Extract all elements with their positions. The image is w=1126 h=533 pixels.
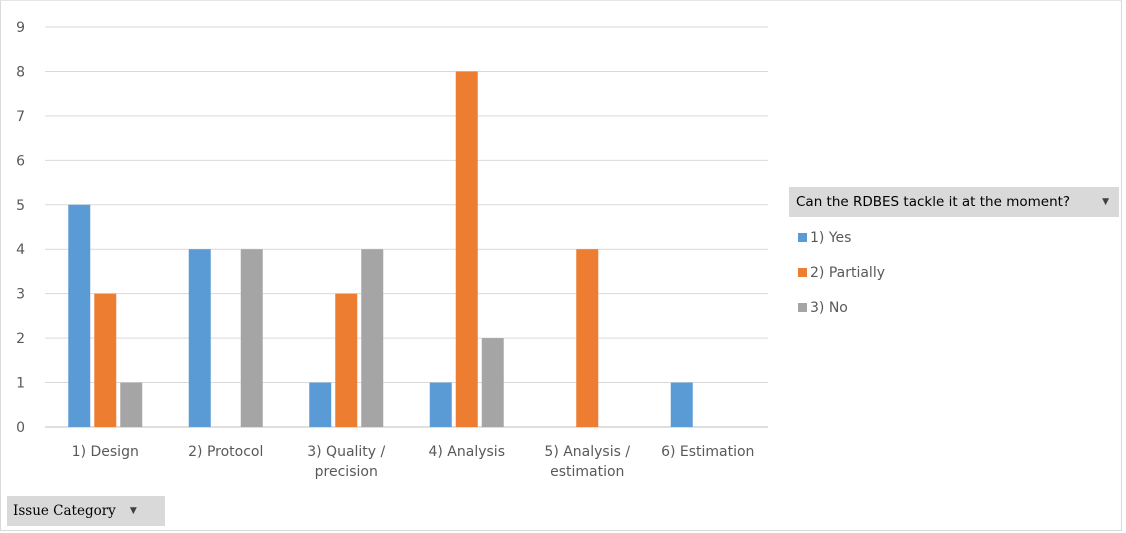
bar-2-4 <box>455 71 478 427</box>
chart-legend: 1) Yes 2) Partially 3) No <box>798 220 885 325</box>
y-tick-label: 6 <box>16 153 25 169</box>
bar-3-1 <box>120 382 143 427</box>
bar-1-6 <box>670 382 693 427</box>
x-tick-label: 6) Estimation <box>661 444 754 460</box>
bar-2-1 <box>94 293 117 427</box>
axis-field-button[interactable]: Issue Category ▼ <box>7 496 165 526</box>
y-tick-label: 3 <box>16 287 25 303</box>
axis-field-label: Issue Category <box>13 503 116 519</box>
bar-1-3 <box>309 382 332 427</box>
x-tick-label: 1) Design <box>72 444 139 460</box>
x-tick-label: 4) Analysis <box>428 444 505 460</box>
legend-field-button[interactable]: Can the RDBES tackle it at the moment? ▼ <box>789 187 1119 217</box>
x-tick-label: 5) Analysis / <box>544 444 630 460</box>
legend-swatch <box>798 233 807 242</box>
bar-1-2 <box>188 249 211 427</box>
y-tick-label: 1 <box>16 376 25 392</box>
y-tick-label: 5 <box>16 198 25 214</box>
legend-swatch <box>798 268 807 277</box>
x-tick-label: 2) Protocol <box>188 444 263 460</box>
y-tick-label: 4 <box>16 242 25 258</box>
bar-1-4 <box>429 382 452 427</box>
y-tick-label: 0 <box>16 420 25 436</box>
bar-2-3 <box>335 293 358 427</box>
legend-label: 2) Partially <box>810 264 885 281</box>
bar-3-2 <box>240 249 263 427</box>
legend-label: 1) Yes <box>810 229 852 246</box>
legend-field-label: Can the RDBES tackle it at the moment? <box>796 194 1071 210</box>
bar-3-4 <box>481 338 504 427</box>
x-tick-label: 3) Quality / <box>307 444 385 460</box>
legend-swatch <box>798 303 807 312</box>
y-tick-label: 9 <box>16 20 25 36</box>
bar-3-3 <box>361 249 384 427</box>
bar-2-5 <box>576 249 599 427</box>
x-tick-label: estimation <box>550 464 624 480</box>
x-tick-label: precision <box>315 464 378 480</box>
bar-1-1 <box>68 204 91 427</box>
legend-item: 3) No <box>798 290 885 325</box>
dropdown-arrow-icon[interactable]: ▼ <box>129 506 137 516</box>
y-tick-label: 7 <box>16 109 25 125</box>
legend-label: 3) No <box>810 299 848 316</box>
legend-item: 1) Yes <box>798 220 885 255</box>
legend-item: 2) Partially <box>798 255 885 290</box>
y-tick-label: 2 <box>16 331 25 347</box>
dropdown-arrow-icon[interactable]: ▼ <box>1102 197 1109 207</box>
y-tick-label: 8 <box>16 64 25 80</box>
